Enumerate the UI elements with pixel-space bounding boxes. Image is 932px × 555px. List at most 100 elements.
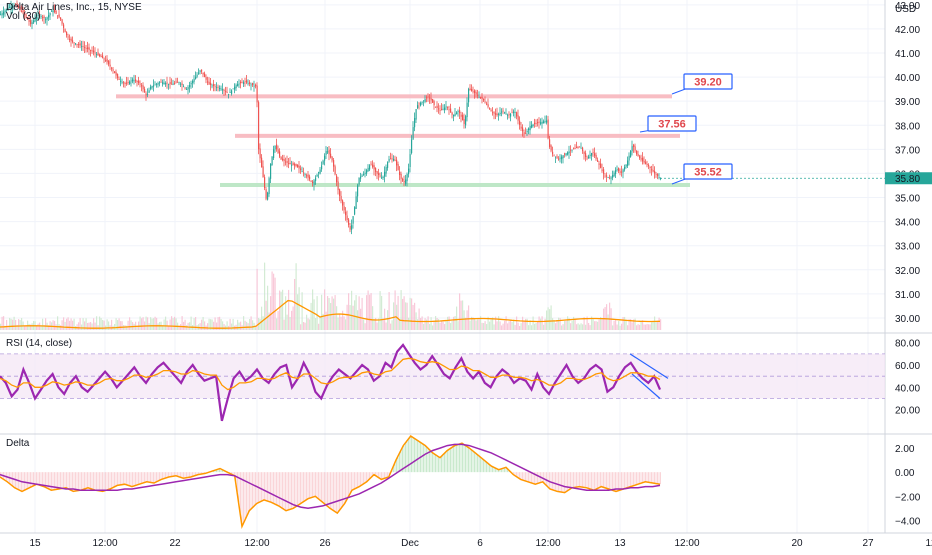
candle-body <box>620 171 621 173</box>
volume-bar <box>176 318 177 330</box>
volume-bar <box>11 319 12 330</box>
delta-area-bar <box>554 472 555 490</box>
delta-area-bar <box>29 472 30 488</box>
delta-area-bar <box>596 472 597 489</box>
volume-bar <box>462 300 463 330</box>
volume-bar <box>542 316 543 330</box>
volume-bar <box>497 321 498 330</box>
volume-bar <box>507 323 508 330</box>
candle-body <box>240 82 241 83</box>
delta-area-bar <box>477 454 478 472</box>
delta-area-bar <box>122 472 123 485</box>
candle-body <box>288 163 289 164</box>
delta-area-bar <box>423 444 424 472</box>
volume-bar <box>393 302 394 330</box>
candle-body <box>657 174 658 176</box>
volume-bar <box>549 309 550 330</box>
candle-body <box>60 17 61 19</box>
delta-area-bar <box>563 472 564 492</box>
delta-area-bar <box>36 472 37 484</box>
delta-area-bar <box>633 472 634 486</box>
candle-body <box>87 47 88 49</box>
candle-body <box>486 104 487 105</box>
candle-body <box>47 17 48 19</box>
delta-area-bar <box>606 472 607 488</box>
delta-area-bar <box>624 472 625 489</box>
delta-area-bar <box>443 455 444 472</box>
time-tick-label: 20 <box>791 538 803 549</box>
candle-body <box>233 89 234 90</box>
delta-area-bar <box>27 472 28 489</box>
volume-bar <box>2 317 3 330</box>
delta-area-bar <box>645 472 646 482</box>
candle-body <box>543 121 544 123</box>
candle-body <box>642 158 643 162</box>
delta-area-bar <box>434 453 435 472</box>
delta-area-bar <box>252 472 253 508</box>
candle-body <box>119 79 120 80</box>
volume-bar <box>548 307 549 330</box>
candle-body <box>78 44 79 45</box>
volume-bar <box>555 323 556 330</box>
delta-area-bar <box>474 452 475 472</box>
volume-bar <box>366 295 367 330</box>
delta-area-bar <box>320 472 321 500</box>
volume-bar <box>627 325 628 330</box>
candle-body <box>602 170 603 171</box>
candle-body <box>359 178 360 185</box>
delta-area-bar <box>146 472 147 482</box>
volume-bar <box>356 295 357 330</box>
candle-body <box>317 175 318 176</box>
delta-area-bar <box>144 472 145 483</box>
delta-area-bar <box>543 472 544 482</box>
candle-body <box>318 172 319 173</box>
volume-bar <box>377 323 378 330</box>
delta-area-bar <box>351 472 352 492</box>
candle-body <box>83 46 84 47</box>
delta-area-bar <box>408 440 409 473</box>
volume-bar <box>320 316 321 330</box>
delta-area-bar <box>570 472 571 489</box>
delta-area-bar <box>24 472 25 490</box>
delta-area-bar <box>632 472 633 486</box>
candle-body <box>129 82 130 85</box>
volume-bar <box>257 269 258 330</box>
delta-area-bar <box>308 472 309 499</box>
delta-area-bar <box>341 472 342 509</box>
candle-body <box>176 81 177 82</box>
delta-area-bar <box>435 454 436 472</box>
volume-bar <box>65 322 66 330</box>
delta-area-bar <box>588 472 589 488</box>
volume-bar <box>18 319 19 330</box>
volume-bar <box>122 321 123 330</box>
volume-bar <box>521 323 522 330</box>
delta-area-bar <box>453 447 454 472</box>
volume-bar <box>182 316 183 330</box>
candle-body <box>369 165 370 169</box>
candle-body <box>381 177 382 178</box>
delta-area-bar <box>302 472 303 503</box>
delta-area-bar <box>294 472 295 508</box>
volume-bar <box>387 310 388 330</box>
volume-bar <box>57 316 58 330</box>
delta-area-bar <box>287 472 288 510</box>
volume-bar <box>441 321 442 330</box>
candle-body <box>636 151 637 154</box>
candle-body <box>581 148 582 149</box>
volume-bar <box>216 323 217 330</box>
candle-body <box>275 146 276 150</box>
volume-bar <box>224 324 225 330</box>
volume-bar <box>171 316 172 330</box>
delta-area-bar <box>92 472 93 489</box>
candle-body <box>468 89 469 102</box>
volume-bar <box>482 323 483 330</box>
volume-bar <box>368 290 369 330</box>
candle-body <box>165 83 166 84</box>
delta-area-bar <box>446 452 447 472</box>
candle-body <box>216 87 217 88</box>
volume-bar <box>347 305 348 330</box>
volume-bar <box>150 317 151 330</box>
